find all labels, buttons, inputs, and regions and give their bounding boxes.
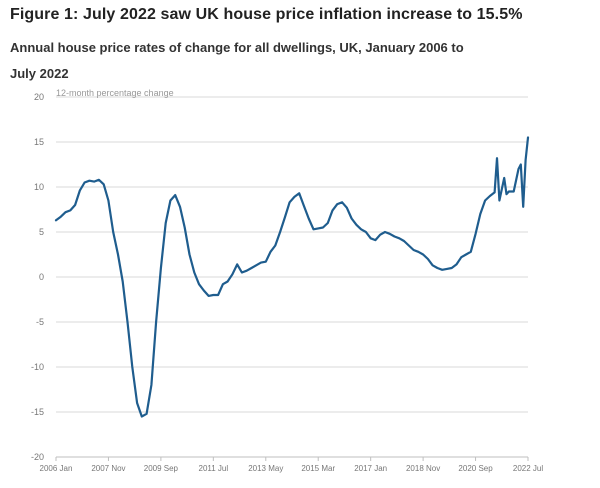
x-tick-label: 2020 Sep: [458, 464, 493, 473]
x-tick-label: 2011 Jul: [199, 464, 229, 473]
y-tick-label: -5: [36, 317, 44, 327]
y-tick-label: 15: [34, 137, 44, 147]
axes: -20 -15 -10 -5 0 5 10 15 20 2006 Jan 2007 Nov 2009 …: [31, 92, 543, 473]
figure-subtitle: Annual house price rates of change for a…: [10, 40, 464, 81]
series-layer: [54, 136, 530, 418]
x-tick-label: 2007 Nov: [91, 464, 125, 473]
figure-title: Figure 1: July 2022 saw UK house price i…: [10, 6, 523, 23]
y-tick-label: -15: [31, 407, 44, 417]
x-tick-label: 2006 Jan: [40, 464, 73, 473]
gridlines: [56, 96, 528, 458]
y-tick-label: 10: [34, 182, 44, 192]
series-line: [54, 136, 530, 418]
x-tick-label: 2009 Sep: [144, 464, 179, 473]
y-tick-label: -20: [31, 452, 44, 462]
y-tick-label: 20: [34, 92, 44, 102]
y-axis-title: 12-month percentage change: [56, 88, 174, 98]
x-tick-label: 2017 Jan: [354, 464, 387, 473]
x-tick-label: 2022 Jul: [513, 464, 543, 473]
x-tick-label: 2015 Mar: [301, 464, 335, 473]
y-tick-label: -10: [31, 362, 44, 372]
y-tick-label: 5: [39, 227, 44, 237]
x-tick-label: 2018 Nov: [406, 464, 440, 473]
x-tick-label: 2013 May: [248, 464, 283, 473]
y-tick-label: 0: [39, 272, 44, 282]
